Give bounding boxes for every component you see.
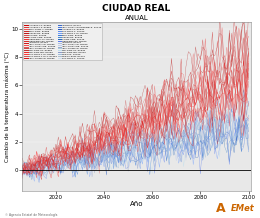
X-axis label: Año: Año [130, 201, 143, 207]
Text: A: A [216, 202, 226, 215]
Text: ANUAL: ANUAL [125, 15, 148, 20]
Text: © Agencia Estatal de Meteorología: © Agencia Estatal de Meteorología [5, 213, 57, 217]
Legend: ACCESS1.0, RCP85, ACCESS1.3, RCP85, BCC-CSM1.1, RCP85, BNU-ESM, RCP85, CanESM2, : ACCESS1.0, RCP85, ACCESS1.3, RCP85, BCC-… [23, 24, 102, 60]
Title: CIUDAD REAL: CIUDAD REAL [102, 4, 171, 13]
Y-axis label: Cambio de la temperatura máxima (°C): Cambio de la temperatura máxima (°C) [4, 51, 10, 162]
Text: EMet: EMet [231, 204, 255, 213]
